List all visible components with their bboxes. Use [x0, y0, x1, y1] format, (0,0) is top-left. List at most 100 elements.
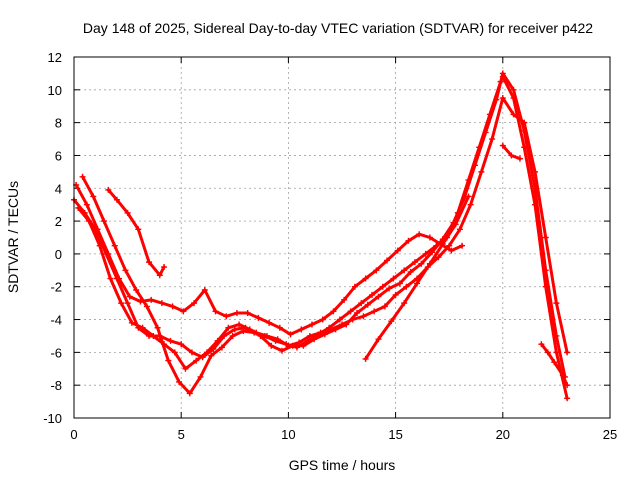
data-point — [287, 331, 294, 338]
data-point — [499, 142, 506, 149]
data-point — [83, 201, 90, 208]
data-point — [79, 173, 86, 180]
data-point — [90, 193, 97, 200]
data-point — [169, 303, 176, 310]
data-point — [218, 344, 225, 351]
data-point — [223, 313, 230, 320]
data-point — [394, 247, 401, 254]
data-point — [133, 287, 140, 294]
data-point — [128, 319, 135, 326]
data-point — [193, 357, 200, 364]
data-point — [489, 136, 496, 143]
chart-title: Day 148 of 2025, Sidereal Day-to-day VTE… — [83, 20, 593, 36]
data-point — [332, 326, 339, 333]
x-tick-label: 5 — [178, 427, 185, 442]
x-axis-label: GPS time / hours — [289, 457, 396, 473]
data-point — [544, 349, 551, 356]
data-point — [139, 324, 146, 331]
data-point — [405, 237, 412, 244]
data-point — [452, 221, 459, 228]
data-point — [201, 287, 208, 294]
data-point — [476, 144, 483, 151]
data-point — [191, 300, 198, 307]
data-point — [143, 303, 150, 310]
data-point — [214, 337, 221, 344]
data-point — [354, 309, 361, 316]
y-tick-label: 4 — [55, 181, 62, 196]
data-point — [148, 296, 155, 303]
data-point — [261, 332, 268, 339]
data-point — [414, 280, 421, 287]
data-point — [107, 275, 114, 282]
data-point — [126, 293, 133, 300]
data-point — [276, 324, 283, 331]
x-tick-label: 25 — [603, 427, 617, 442]
data-point — [407, 268, 414, 275]
data-point — [486, 111, 493, 118]
data-point — [499, 73, 506, 80]
data-point — [375, 336, 382, 343]
data-point — [272, 337, 279, 344]
data-point — [416, 231, 423, 238]
y-tick-label: 10 — [48, 83, 62, 98]
data-point — [351, 283, 358, 290]
data-point — [268, 342, 275, 349]
data-point — [186, 390, 193, 397]
data-point — [360, 313, 367, 320]
x-tick-label: 20 — [496, 427, 510, 442]
data-point — [373, 267, 380, 274]
data-point — [105, 186, 112, 193]
data-point — [341, 296, 348, 303]
data-point — [233, 309, 240, 316]
data-point — [401, 300, 408, 307]
data-point — [401, 267, 408, 274]
data-point — [188, 349, 195, 356]
data-point — [135, 226, 142, 233]
y-tick-label: -8 — [50, 378, 62, 393]
data-point — [266, 319, 273, 326]
data-point — [229, 332, 236, 339]
series-track-7 — [499, 142, 523, 162]
data-point — [418, 260, 425, 267]
data-point — [347, 308, 354, 315]
data-point — [111, 242, 118, 249]
series-track-5 — [105, 186, 168, 279]
data-point — [388, 318, 395, 325]
data-point — [118, 300, 125, 307]
y-tick-label: 12 — [48, 50, 62, 65]
data-point — [203, 349, 210, 356]
data-point — [343, 321, 350, 328]
data-point — [422, 250, 429, 257]
data-point — [150, 332, 157, 339]
plot-area — [71, 70, 571, 402]
data-point — [379, 283, 386, 290]
data-point — [236, 321, 243, 328]
data-point — [497, 78, 504, 85]
data-point — [426, 260, 433, 267]
data-point — [293, 344, 300, 351]
data-point — [212, 308, 219, 315]
data-point — [116, 275, 123, 282]
data-point — [542, 283, 549, 290]
series-track-4 — [73, 181, 466, 338]
data-point — [96, 242, 103, 249]
data-point — [124, 300, 131, 307]
series-track-8 — [538, 341, 571, 389]
data-point — [456, 226, 463, 233]
data-point — [559, 372, 566, 379]
data-point — [435, 254, 442, 261]
y-tick-label: -2 — [50, 280, 62, 295]
y-tick-label: 0 — [55, 247, 62, 262]
x-tick-labels: 0 5 10 15 20 25 — [70, 427, 617, 442]
data-point — [369, 291, 376, 298]
data-point — [176, 378, 183, 385]
data-point — [158, 300, 165, 307]
y-tick-label: -10 — [43, 411, 62, 426]
data-point — [362, 355, 369, 362]
data-point — [371, 308, 378, 315]
data-point — [122, 267, 129, 274]
data-point — [551, 359, 558, 366]
data-point — [308, 321, 315, 328]
data-point — [240, 328, 247, 335]
data-point — [564, 382, 571, 389]
